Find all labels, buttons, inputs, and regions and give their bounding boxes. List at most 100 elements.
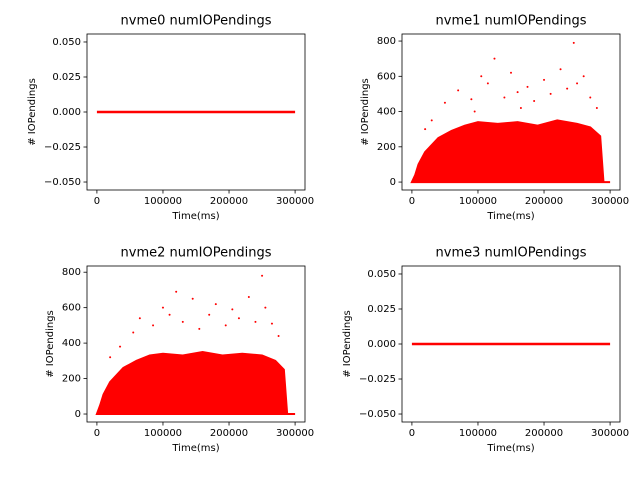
chart-title: nvme2 numIOPendings	[121, 246, 272, 261]
scatter-point	[264, 306, 267, 309]
x-axis-label: Time(ms)	[171, 211, 219, 222]
scatter-point	[277, 335, 280, 338]
y-tick-label: 400	[62, 338, 81, 349]
scatter-point	[543, 78, 546, 81]
scatter-point	[247, 296, 250, 299]
scatter-point	[175, 290, 178, 293]
x-tick-label: 0	[94, 196, 100, 207]
dense-area	[95, 350, 296, 416]
scatter-point	[480, 75, 483, 78]
x-axis-label: Time(ms)	[486, 443, 534, 454]
scatter-point	[493, 57, 496, 60]
scatter-point	[559, 68, 562, 71]
plot-area	[410, 41, 611, 184]
y-tick-label: 200	[62, 374, 81, 385]
scatter-point	[254, 320, 257, 323]
x-tick-label: 0	[94, 428, 100, 439]
scatter-point	[430, 119, 433, 122]
y-tick-label: 0.025	[367, 304, 396, 315]
y-tick-label: 0.050	[367, 269, 396, 280]
y-axis-label: # IOPendings	[45, 310, 56, 378]
scatter-point	[566, 87, 569, 90]
scatter-point	[576, 82, 579, 85]
y-tick-label: 400	[377, 107, 396, 118]
x-tick-label: 300000	[591, 196, 629, 207]
x-tick-label: 200000	[525, 428, 563, 439]
y-tick-label: 0.000	[367, 339, 396, 350]
x-tick-label: 0	[409, 428, 415, 439]
scatter-point	[214, 303, 217, 306]
x-tick-label: 300000	[591, 428, 629, 439]
x-axis-label: Time(ms)	[171, 443, 219, 454]
chart-title: nvme1 numIOPendings	[436, 14, 587, 29]
y-tick-label: 0.000	[52, 107, 81, 118]
scatter-point	[582, 75, 585, 78]
y-axis-label: # IOPendings	[27, 78, 38, 146]
y-tick-label: 800	[62, 267, 81, 278]
scatter-point	[191, 297, 194, 300]
scatter-point	[533, 99, 536, 102]
scatter-point	[572, 41, 575, 44]
scatter-point	[161, 306, 164, 309]
y-tick-label: −0.050	[44, 177, 81, 188]
x-tick-label: 100000	[144, 428, 182, 439]
subplot: −0.050 −0.025 0.000 0.025 0.050 0 100000 200000…	[27, 14, 314, 223]
subplot: 0 200 400 600 800 0 100000 200000 300000 nvme1 nu…	[360, 14, 629, 223]
scatter-point	[516, 91, 519, 94]
scatter-point	[457, 89, 460, 92]
scatter-point	[443, 101, 446, 104]
scatter-point	[119, 345, 122, 348]
y-tick-label: −0.025	[44, 142, 81, 153]
scatter-point	[231, 308, 234, 311]
axes-frame	[401, 33, 621, 191]
scatter-point	[510, 71, 512, 74]
x-tick-label: 0	[409, 196, 415, 207]
y-tick-label: 0.025	[52, 72, 81, 83]
chart-title: nvme0 numIOPendings	[121, 14, 272, 29]
y-tick-label: 0	[390, 177, 396, 188]
scatter-point	[224, 324, 227, 327]
x-tick-label: 200000	[210, 196, 248, 207]
scatter-point	[132, 331, 135, 334]
x-tick-label: 200000	[210, 428, 248, 439]
scatter-point	[152, 324, 155, 327]
y-tick-label: 600	[377, 71, 396, 82]
scatter-point	[595, 107, 598, 110]
plot-area	[95, 274, 296, 416]
scatter-point	[198, 327, 201, 330]
y-tick-label: −0.050	[359, 409, 396, 420]
scatter-point	[503, 96, 506, 99]
x-tick-label: 100000	[459, 196, 497, 207]
scatter-point	[526, 85, 529, 88]
y-tick-label: 600	[62, 303, 81, 314]
y-tick-label: −0.025	[359, 374, 396, 385]
y-axis-label: # IOPendings	[360, 78, 371, 146]
x-tick-label: 300000	[276, 428, 314, 439]
chart-title: nvme3 numIOPendings	[436, 246, 587, 261]
y-tick-label: 800	[377, 36, 396, 47]
scatter-point	[261, 274, 264, 277]
scatter-point	[138, 317, 141, 320]
scatter-point	[270, 322, 273, 325]
subplot: −0.050 −0.025 0.000 0.025 0.050 0 100000 200000…	[342, 246, 629, 455]
subplot: 0 200 400 600 800 0 100000 200000 300000 nvme2 nu…	[45, 246, 314, 455]
x-axis-label: Time(ms)	[486, 211, 534, 222]
scatter-point	[181, 320, 184, 323]
scatter-point	[470, 98, 473, 101]
y-tick-label: 200	[377, 142, 396, 153]
y-tick-label: 0.050	[52, 37, 81, 48]
scatter-point	[486, 82, 489, 85]
scatter-point	[208, 313, 211, 316]
scatter-point	[109, 356, 112, 359]
x-tick-label: 300000	[276, 196, 314, 207]
scatter-point	[519, 107, 522, 110]
x-tick-label: 100000	[144, 196, 182, 207]
scatter-point	[168, 313, 171, 316]
scatter-point	[473, 110, 476, 113]
x-tick-label: 200000	[525, 196, 563, 207]
scatter-point	[589, 96, 592, 99]
y-tick-label: 0	[75, 409, 81, 420]
scatter-point	[549, 92, 552, 95]
axes-frame	[86, 265, 306, 423]
